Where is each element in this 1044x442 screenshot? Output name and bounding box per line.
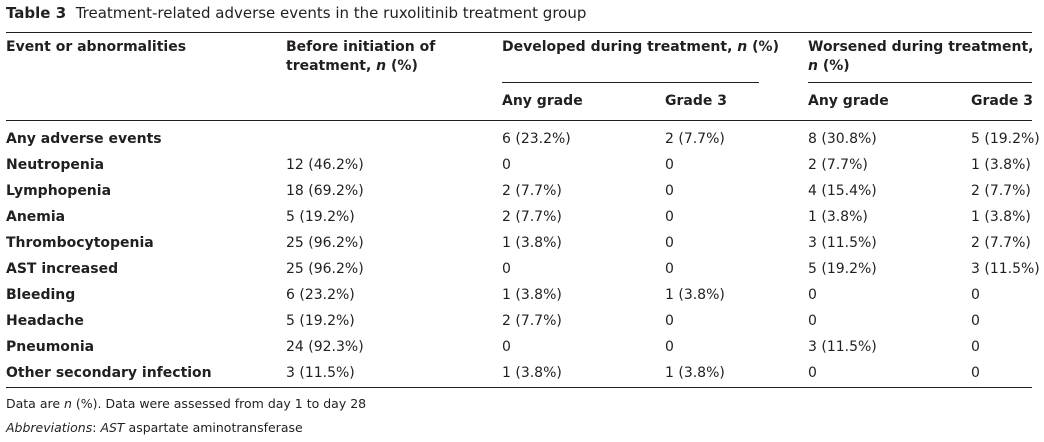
- cell-wor-any: 0: [808, 287, 817, 303]
- cell-wor-g3: 0: [971, 339, 980, 355]
- cell-dev-any: 2 (7.7%): [502, 313, 562, 329]
- header-worsened: Worsened during treatment, n (%): [808, 38, 1034, 76]
- header-developed-suffix: (%): [747, 39, 779, 55]
- cell-dev-g3: 0: [665, 261, 674, 277]
- cell-wor-any: 4 (15.4%): [808, 183, 877, 199]
- header-event: Event or abnormalities: [6, 39, 187, 55]
- cell-dev-any: 1 (3.8%): [502, 365, 562, 381]
- footnote-data-prefix: Data are: [6, 396, 65, 411]
- header-developed: Developed during treatment, n (%): [502, 38, 779, 57]
- footnote-abbr-sep: :: [92, 420, 101, 435]
- header-developed-prefix: Developed during treatment,: [502, 39, 738, 55]
- cell-before: 5 (19.2%): [286, 209, 355, 225]
- cell-wor-any: 2 (7.7%): [808, 157, 868, 173]
- header-worsened-line2: n (%): [808, 57, 1034, 76]
- cell-dev-any: 1 (3.8%): [502, 235, 562, 251]
- cell-dev-g3: 0: [665, 157, 674, 173]
- subheader-wor-g3: Grade 3: [971, 93, 1033, 109]
- cell-before: 5 (19.2%): [286, 313, 355, 329]
- caption-label: Table 3: [6, 4, 67, 22]
- cell-dev-any: 6 (23.2%): [502, 131, 571, 147]
- cell-wor-g3: 0: [971, 313, 980, 329]
- cell-wor-any: 3 (11.5%): [808, 339, 877, 355]
- footnote-abbr-label: Abbreviations: [6, 420, 93, 435]
- cell-before: 24 (92.3%): [286, 339, 364, 355]
- header-developed-n: n: [737, 39, 748, 55]
- footnote-abbreviations: Abbreviations: AST aspartate aminotransf…: [6, 420, 303, 435]
- cell-event: Neutropenia: [6, 157, 105, 173]
- footnote-abbr-def: aspartate aminotransferase: [124, 420, 303, 435]
- footnote-data-n: n: [64, 396, 72, 411]
- cell-wor-g3: 3 (11.5%): [971, 261, 1040, 277]
- top-rule: [6, 32, 1032, 33]
- cell-dev-any: 0: [502, 261, 511, 277]
- cell-dev-g3: 0: [665, 235, 674, 251]
- cell-dev-g3: 1 (3.8%): [665, 287, 725, 303]
- subheader-dev-g3: Grade 3: [665, 93, 727, 109]
- cell-dev-g3: 0: [665, 313, 674, 329]
- cell-dev-any: 0: [502, 339, 511, 355]
- cell-dev-g3: 0: [665, 339, 674, 355]
- header-before-suffix: (%): [386, 58, 418, 74]
- cell-wor-g3: 2 (7.7%): [971, 235, 1031, 251]
- cell-dev-any: 0: [502, 157, 511, 173]
- footnote-data: Data are n (%). Data were assessed from …: [6, 396, 366, 411]
- cell-wor-g3: 5 (19.2%): [971, 131, 1040, 147]
- caption-text: Treatment-related adverse events in the …: [75, 4, 587, 22]
- cell-wor-g3: 2 (7.7%): [971, 183, 1031, 199]
- cell-dev-any: 2 (7.7%): [502, 209, 562, 225]
- cell-wor-g3: 0: [971, 287, 980, 303]
- header-worsened-suffix: (%): [817, 58, 850, 74]
- cell-before: 18 (69.2%): [286, 183, 364, 199]
- header-before-n: n: [376, 58, 387, 74]
- cell-event: Bleeding: [6, 287, 76, 303]
- header-before-prefix: treatment,: [286, 58, 377, 74]
- cell-before: 25 (96.2%): [286, 261, 364, 277]
- cell-event: Headache: [6, 313, 84, 329]
- cell-before: 25 (96.2%): [286, 235, 364, 251]
- cell-wor-any: 3 (11.5%): [808, 235, 877, 251]
- cell-event: Other secondary infection: [6, 365, 212, 381]
- cell-dev-g3: 1 (3.8%): [665, 365, 725, 381]
- header-rule: [6, 120, 1032, 121]
- bottom-rule: [6, 387, 1032, 388]
- cell-dev-g3: 0: [665, 183, 674, 199]
- cell-wor-g3: 0: [971, 365, 980, 381]
- cell-wor-any: 0: [808, 313, 817, 329]
- cell-event: AST increased: [6, 261, 119, 277]
- header-before-line1: Before initiation of: [286, 39, 436, 55]
- cell-event: Lymphopenia: [6, 183, 112, 199]
- cell-event: Anemia: [6, 209, 66, 225]
- cell-wor-g3: 1 (3.8%): [971, 209, 1031, 225]
- header-before: Before initiation of treatment, n (%): [286, 38, 435, 76]
- cell-dev-g3: 0: [665, 209, 674, 225]
- header-worsened-n: n: [808, 58, 818, 74]
- footnote-data-suffix: (%). Data were assessed from day 1 to da…: [71, 396, 367, 411]
- cell-wor-any: 1 (3.8%): [808, 209, 868, 225]
- header-worsened-line1: Worsened during treatment,: [808, 39, 1034, 55]
- cell-dev-any: 2 (7.7%): [502, 183, 562, 199]
- header-before-line2: treatment, n (%): [286, 57, 435, 76]
- cell-event: Thrombocytopenia: [6, 235, 154, 251]
- cell-wor-any: 8 (30.8%): [808, 131, 877, 147]
- cell-before: 3 (11.5%): [286, 365, 355, 381]
- cell-wor-g3: 1 (3.8%): [971, 157, 1031, 173]
- cell-dev-g3: 2 (7.7%): [665, 131, 725, 147]
- footnote-abbr-term: AST: [100, 420, 125, 435]
- cell-wor-any: 5 (19.2%): [808, 261, 877, 277]
- subheader-wor-any: Any grade: [808, 93, 889, 109]
- worsened-subrule: [808, 82, 1032, 83]
- table-caption: Table 3 Treatment-related adverse events…: [6, 4, 586, 22]
- subheader-dev-any: Any grade: [502, 93, 583, 109]
- developed-subrule: [502, 82, 759, 83]
- cell-event: Any adverse events: [6, 131, 162, 147]
- cell-wor-any: 0: [808, 365, 817, 381]
- cell-event: Pneumonia: [6, 339, 95, 355]
- cell-before: 12 (46.2%): [286, 157, 364, 173]
- cell-dev-any: 1 (3.8%): [502, 287, 562, 303]
- cell-before: 6 (23.2%): [286, 287, 355, 303]
